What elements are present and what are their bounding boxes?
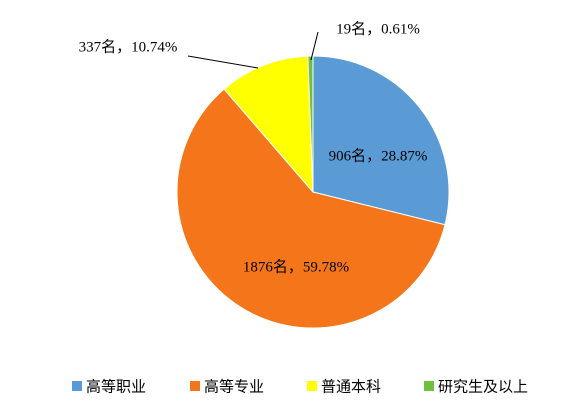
data-label: 19名，0.61% [336, 20, 420, 37]
legend-swatch [424, 381, 434, 391]
legend-label: 研究生及以上 [438, 378, 528, 396]
legend-label: 高等职业 [86, 378, 146, 396]
legend-swatch [190, 381, 200, 391]
legend-swatch [307, 381, 317, 391]
pie-slice [223, 55, 314, 194]
data-label: 337名，10.74% [79, 38, 178, 55]
leader-line [187, 55, 259, 69]
data-label: 1876名，59.78% [243, 258, 349, 275]
legend-label: 高等专业 [204, 378, 264, 396]
leader-line [310, 31, 319, 61]
pie-slice [307, 55, 314, 193]
data-label: 906名，28.87% [329, 147, 428, 164]
pie-slice [312, 55, 450, 226]
pie-slice [176, 88, 446, 329]
legend-label: 普通本科 [321, 378, 381, 396]
legend-swatch [72, 381, 82, 391]
